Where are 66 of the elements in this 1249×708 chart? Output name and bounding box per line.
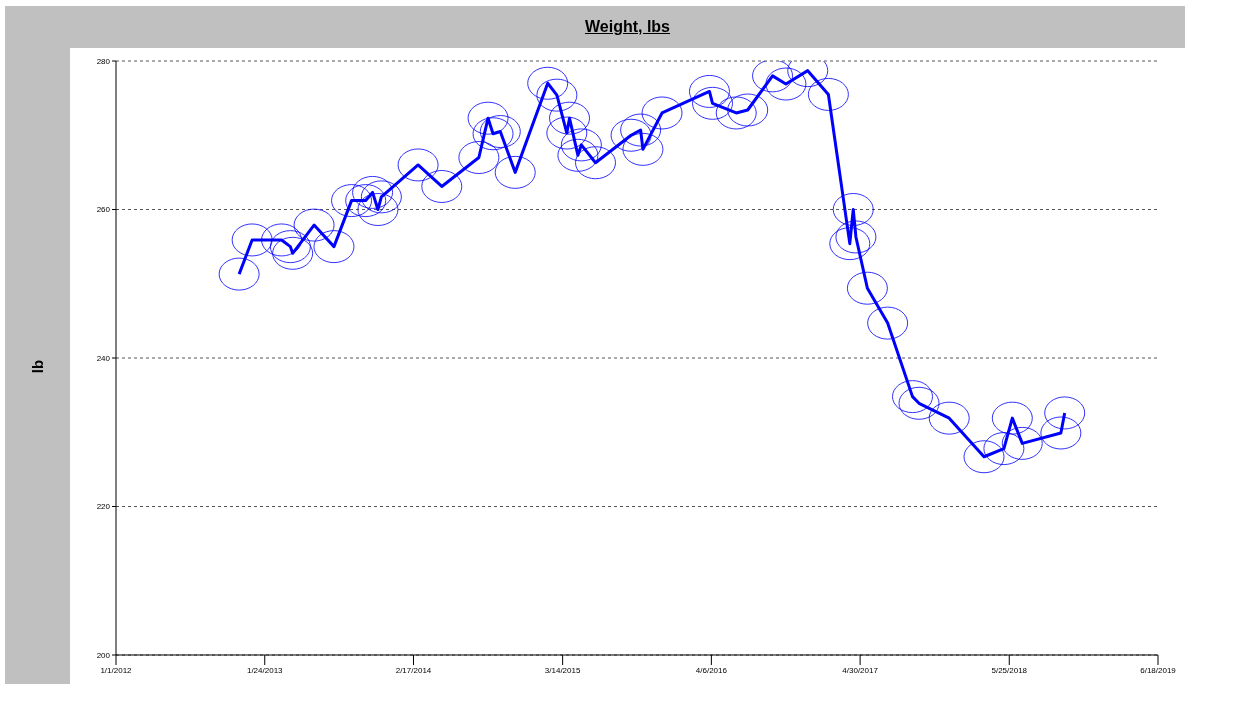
point <box>536 78 578 112</box>
point <box>620 113 662 147</box>
point <box>983 432 1025 466</box>
point <box>458 141 500 175</box>
x-tick-label: 5/25/2018 <box>991 665 1028 675</box>
point <box>352 175 394 209</box>
point <box>527 66 569 100</box>
x-tick-label: 1/24/2013 <box>246 665 284 675</box>
point <box>1040 416 1082 450</box>
point <box>472 117 514 151</box>
point <box>835 220 877 254</box>
y-tick-label: 240 <box>96 353 111 363</box>
y-tick-label: 200 <box>96 650 111 660</box>
point <box>397 148 439 182</box>
point <box>1001 426 1043 460</box>
point <box>991 401 1033 435</box>
point <box>688 74 730 108</box>
point <box>269 230 311 264</box>
point <box>727 93 769 127</box>
x-tick-label: 2/17/2014 <box>395 665 432 675</box>
y-tick-label: 280 <box>96 56 111 66</box>
point <box>752 61 794 93</box>
point <box>546 116 588 150</box>
y-tick-label: 260 <box>96 205 111 215</box>
point <box>421 169 463 203</box>
y-tick-label: 220 <box>96 502 111 512</box>
point <box>218 257 260 291</box>
point <box>549 101 591 135</box>
x-tick-label: 3/14/2015 <box>544 665 581 675</box>
chart-title: Weight, lbs <box>583 17 671 37</box>
point <box>345 184 387 218</box>
point <box>641 96 683 130</box>
point <box>357 193 399 226</box>
point <box>494 155 536 189</box>
point <box>829 227 871 261</box>
point <box>963 440 1005 474</box>
point <box>560 128 602 162</box>
x-tick-label: 4/6/2016 <box>695 665 728 675</box>
point <box>765 67 807 101</box>
point <box>622 132 664 166</box>
x-tick-label: 4/30/2017 <box>842 665 879 675</box>
point <box>715 96 757 130</box>
point <box>313 230 355 264</box>
point <box>807 77 849 111</box>
y-axis-title: lb <box>29 359 46 373</box>
point <box>261 223 303 257</box>
x-tick-label: 6/18/2019 <box>1140 665 1177 675</box>
point <box>846 271 888 305</box>
point <box>231 223 273 257</box>
point <box>331 184 373 218</box>
x-tick-label: 1/1/2012 <box>100 665 133 675</box>
point <box>928 401 970 435</box>
point <box>557 138 599 172</box>
point <box>293 208 335 242</box>
point <box>1044 396 1086 430</box>
point <box>467 101 509 135</box>
point <box>272 236 314 270</box>
point <box>898 386 940 420</box>
point <box>479 115 521 149</box>
point <box>867 306 909 340</box>
point <box>575 146 617 180</box>
point <box>360 180 402 214</box>
point <box>832 193 874 226</box>
point <box>610 118 652 152</box>
point <box>692 86 734 120</box>
point <box>892 380 934 414</box>
